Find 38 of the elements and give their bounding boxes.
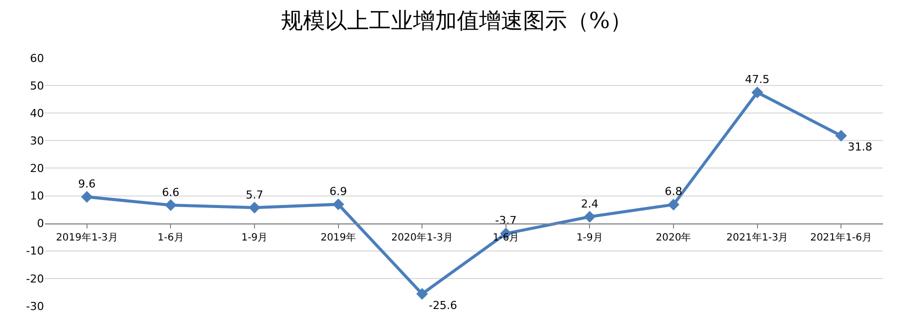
data-label: 2.4 bbox=[580, 197, 598, 210]
y-tick-label: -10 bbox=[26, 244, 44, 258]
data-label: 6.8 bbox=[664, 185, 682, 198]
x-tick-label: 1-9月 bbox=[576, 232, 603, 244]
point bbox=[81, 191, 93, 203]
y-tick-label: 0 bbox=[37, 217, 44, 230]
x-tick-label: 1-6月 bbox=[158, 232, 184, 244]
x-tick-label: 2019年1-3月 bbox=[56, 231, 118, 244]
y-tick-label: -20 bbox=[26, 272, 44, 286]
y-tick-label: 40 bbox=[30, 106, 44, 120]
y-tick-label: 60 bbox=[30, 52, 44, 65]
point bbox=[416, 288, 428, 300]
y-tick-label: 50 bbox=[30, 79, 44, 92]
x-tick-label: 2020年1-3月 bbox=[391, 231, 453, 244]
data-label: -25.6 bbox=[428, 298, 458, 312]
data-label: 6.6 bbox=[162, 186, 180, 199]
chart-title: 规模以上工业增加值增速图示（%） bbox=[281, 9, 632, 34]
y-tick-label: 20 bbox=[30, 162, 44, 176]
x-tick-label: 1-9月 bbox=[241, 232, 268, 244]
point bbox=[835, 130, 847, 142]
point bbox=[164, 199, 177, 211]
point bbox=[584, 210, 596, 223]
x-tick-label: 2021年1-3月 bbox=[726, 231, 788, 244]
x-tick-label: 2021年1-6月 bbox=[810, 231, 872, 244]
data-label: 9.6 bbox=[78, 178, 96, 191]
data-label: 5.7 bbox=[246, 188, 264, 202]
point bbox=[668, 198, 680, 210]
data-label: 6.9 bbox=[330, 184, 348, 198]
y-tick-label: -30 bbox=[26, 300, 44, 313]
x-tick-label: 2020年 bbox=[656, 231, 692, 244]
data-label: 31.8 bbox=[848, 140, 872, 154]
point bbox=[332, 198, 344, 210]
x-tick-label: 2019年 bbox=[320, 231, 356, 244]
y-tick-label: 10 bbox=[30, 190, 44, 203]
data-label: 47.5 bbox=[745, 73, 770, 86]
y-tick-label: 30 bbox=[30, 134, 44, 148]
point bbox=[751, 86, 764, 98]
point bbox=[248, 202, 260, 214]
